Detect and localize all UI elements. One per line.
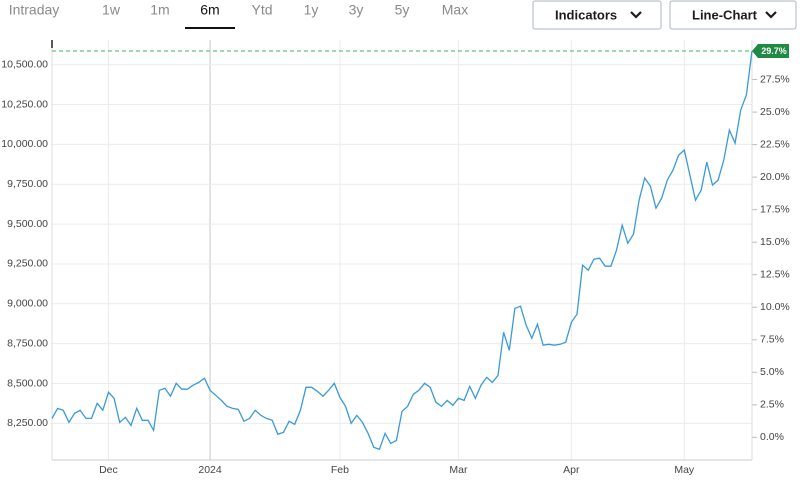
x-tick-label: Mar: [449, 464, 468, 476]
range-tab[interactable]: 1w: [102, 2, 121, 18]
range-tab[interactable]: 3y: [349, 2, 364, 18]
y2-tick-label: 20.0%: [760, 171, 790, 183]
x-tick-label: Dec: [99, 464, 118, 476]
y2-tick-label: 17.5%: [760, 203, 790, 215]
y2-tick-label: 2.5%: [760, 399, 784, 411]
y2-tick-label: 25.0%: [760, 106, 790, 118]
chevron-icon: [630, 11, 642, 19]
y-tick-label: 9,500.00: [7, 218, 48, 230]
y-tick-label: 9,000.00: [7, 298, 48, 310]
y-tick-label: 8,500.00: [7, 377, 48, 389]
y2-tick-label: 5.0%: [760, 366, 784, 378]
y2-tick-label: 0.0%: [760, 431, 784, 443]
x-tick-label: Apr: [563, 464, 580, 476]
range-tab[interactable]: 1m: [150, 2, 169, 18]
range-tab[interactable]: 6m: [200, 2, 219, 18]
active-tab-underline: [185, 27, 235, 29]
range-tab[interactable]: Max: [442, 2, 468, 18]
y-tick-label: 8,750.00: [7, 337, 48, 349]
y-tick-label: 9,750.00: [7, 178, 48, 190]
dropdown-button[interactable]: [669, 0, 797, 30]
dropdown-label[interactable]: Indicators: [555, 7, 617, 22]
range-tab[interactable]: 1y: [304, 2, 319, 18]
x-tick-label: 2024: [198, 464, 222, 476]
last-value-label: 29.7%: [761, 46, 787, 56]
y2-tick-label: 7.5%: [760, 334, 784, 346]
y2-tick-label: 22.5%: [760, 138, 790, 150]
range-tab[interactable]: Ytd: [251, 2, 272, 18]
range-tab[interactable]: 5y: [395, 2, 410, 18]
y-tick-label: 10,250.00: [1, 98, 48, 110]
x-tick-label: Feb: [331, 464, 349, 476]
last-value-badge: [752, 43, 789, 58]
y2-tick-label: 12.5%: [760, 269, 790, 281]
dropdown-button[interactable]: [532, 0, 662, 30]
chevron-icon: [765, 11, 777, 19]
y2-tick-label: 10.0%: [760, 301, 790, 313]
dropdown-label[interactable]: Line-Chart: [692, 7, 758, 22]
y-tick-label: 8,250.00: [7, 417, 48, 429]
y-tick-label: 9,250.00: [7, 258, 48, 270]
x-tick-label: May: [674, 464, 695, 476]
range-tab[interactable]: Intraday: [9, 2, 60, 18]
price-line: [51, 50, 753, 451]
y-tick-label: 10,500.00: [1, 58, 48, 70]
y2-tick-label: 27.5%: [760, 73, 790, 85]
y2-tick-label: 15.0%: [760, 236, 790, 248]
y-tick-label: 10,000.00: [1, 138, 48, 150]
